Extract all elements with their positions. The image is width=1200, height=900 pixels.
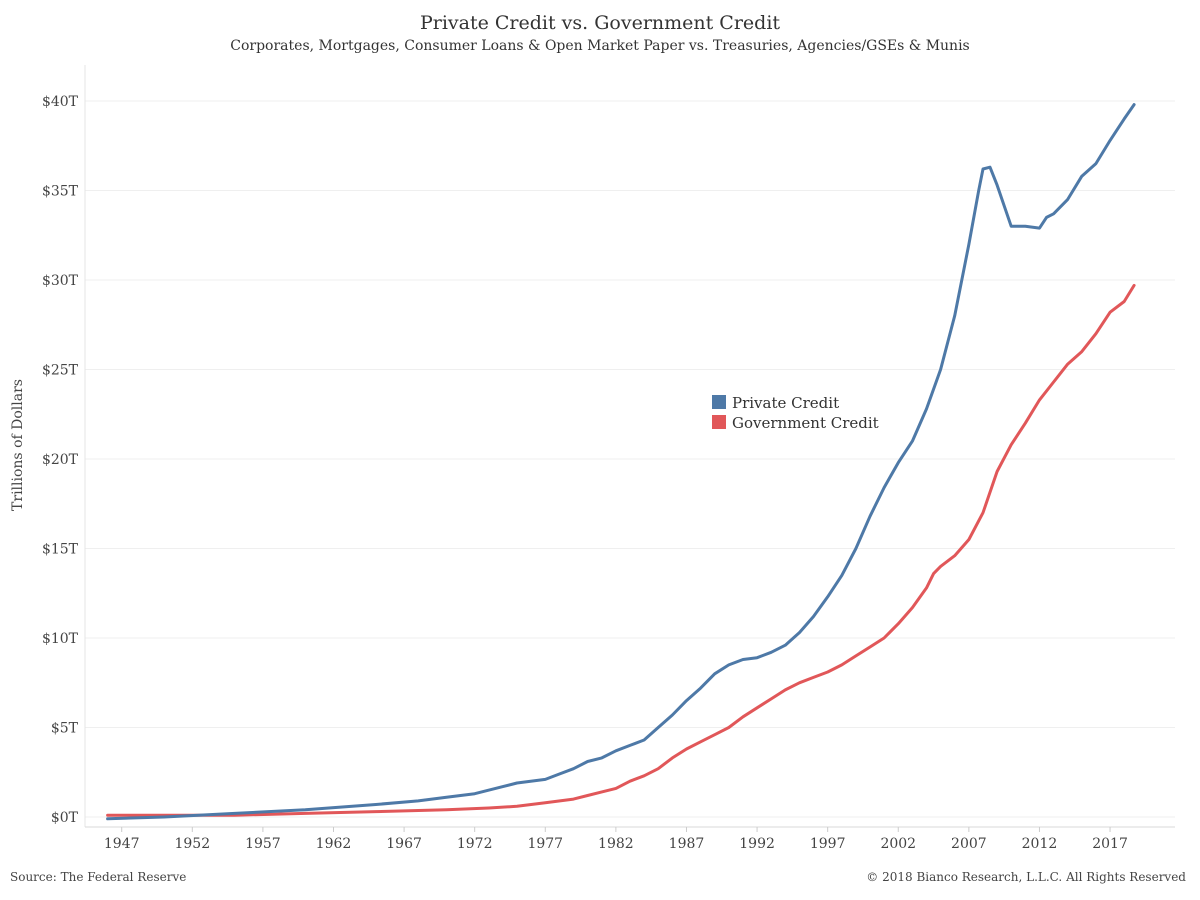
legend: Private Credit Government Credit [712,394,879,432]
y-tick-label: $40T [42,94,79,110]
y-tick-label: $35T [42,184,79,200]
legend-label: Private Credit [732,394,839,412]
chart-title: Private Credit vs. Government Credit [419,12,781,34]
y-tick-label: $0T [51,810,79,826]
chart-plot: $0T $5T $10T $15T $20T $25T $30T $35T $40T 1947 19… [10,65,1175,852]
y-axis-title: Trillions of Dollars [10,379,26,511]
y-tick-label: $20T [42,452,79,468]
x-tick-label: 1952 [174,836,210,852]
y-tick-label: $25T [42,363,79,379]
x-tick-label: 2017 [1092,836,1128,852]
x-tick-label: 1962 [316,836,352,852]
source-note: Source: The Federal Reserve [10,870,187,884]
x-tick-label: 1992 [739,836,775,852]
y-tick-label: $15T [42,542,79,558]
y-tick-label: $5T [51,721,79,737]
legend-swatch [712,415,726,429]
y-tick-label: $10T [42,631,79,647]
x-tick-label: 1987 [669,836,705,852]
copyright-note: © 2018 Bianco Research, L.L.C. All Right… [866,870,1186,884]
x-tick-label: 1997 [810,836,846,852]
x-tick-label: 2002 [880,836,916,852]
x-tick-label: 1947 [104,836,140,852]
x-tick-label: 2012 [1022,836,1058,852]
x-tick-label: 1972 [457,836,493,852]
chart-subtitle: Corporates, Mortgages, Consumer Loans & … [230,38,970,54]
y-tick-label: $30T [42,273,79,289]
series-line-government-credit [106,283,1136,817]
axes: $0T $5T $10T $15T $20T $25T $30T $35T $40T 1947 19… [10,65,1175,852]
legend-swatch [712,395,726,409]
series-line-private-credit [106,103,1136,821]
x-tick-label: 1982 [598,836,634,852]
legend-label: Government Credit [732,414,879,432]
x-tick-label: 1967 [386,836,422,852]
series-lines [106,103,1136,821]
x-tick-label: 1977 [527,836,563,852]
gridlines [85,100,1175,818]
x-tick-label: 1957 [245,836,281,852]
x-tick-label: 2007 [951,836,987,852]
